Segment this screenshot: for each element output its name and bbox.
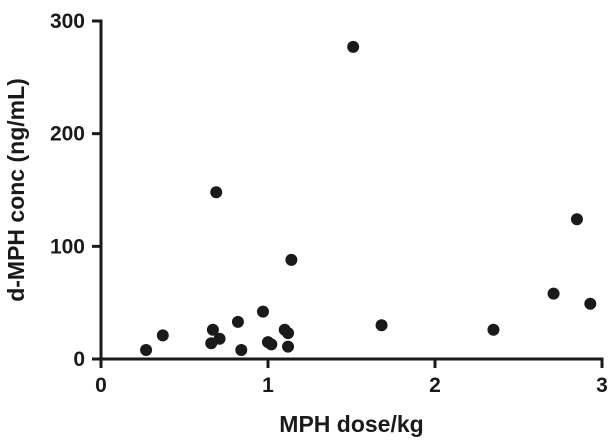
data-point [375,319,388,332]
y-tick-label: 0 [73,348,85,371]
data-point [206,323,219,336]
data-point [140,343,153,356]
data-point [210,186,223,199]
axes [99,19,604,361]
x-tick-label: 1 [262,374,274,397]
data-point [265,338,278,351]
data-point [213,332,226,345]
x-tick-label: 2 [429,374,441,397]
y-tick-label: 200 [50,123,85,146]
data-point [487,323,500,336]
data-point [282,340,295,353]
data-point [285,253,298,266]
data-point [231,315,244,328]
y-tick-label: 100 [50,235,85,258]
data-points [140,40,597,356]
data-point [584,297,597,310]
data-point [235,343,248,356]
data-point [282,327,295,340]
y-ticks: 0 100 200 300 [50,10,101,371]
y-tick-label: 300 [50,10,85,33]
data-point [547,287,560,300]
data-point [347,40,360,53]
x-tick-label: 3 [596,374,608,397]
y-axis-title: d-MPH conc (ng/mL) [3,78,29,302]
x-ticks: 0 1 2 3 [95,359,608,397]
x-tick-label: 0 [95,374,107,397]
data-point [256,305,269,318]
x-axis-title: MPH dose/kg [279,411,423,437]
data-point [570,213,583,226]
data-point [156,329,169,342]
